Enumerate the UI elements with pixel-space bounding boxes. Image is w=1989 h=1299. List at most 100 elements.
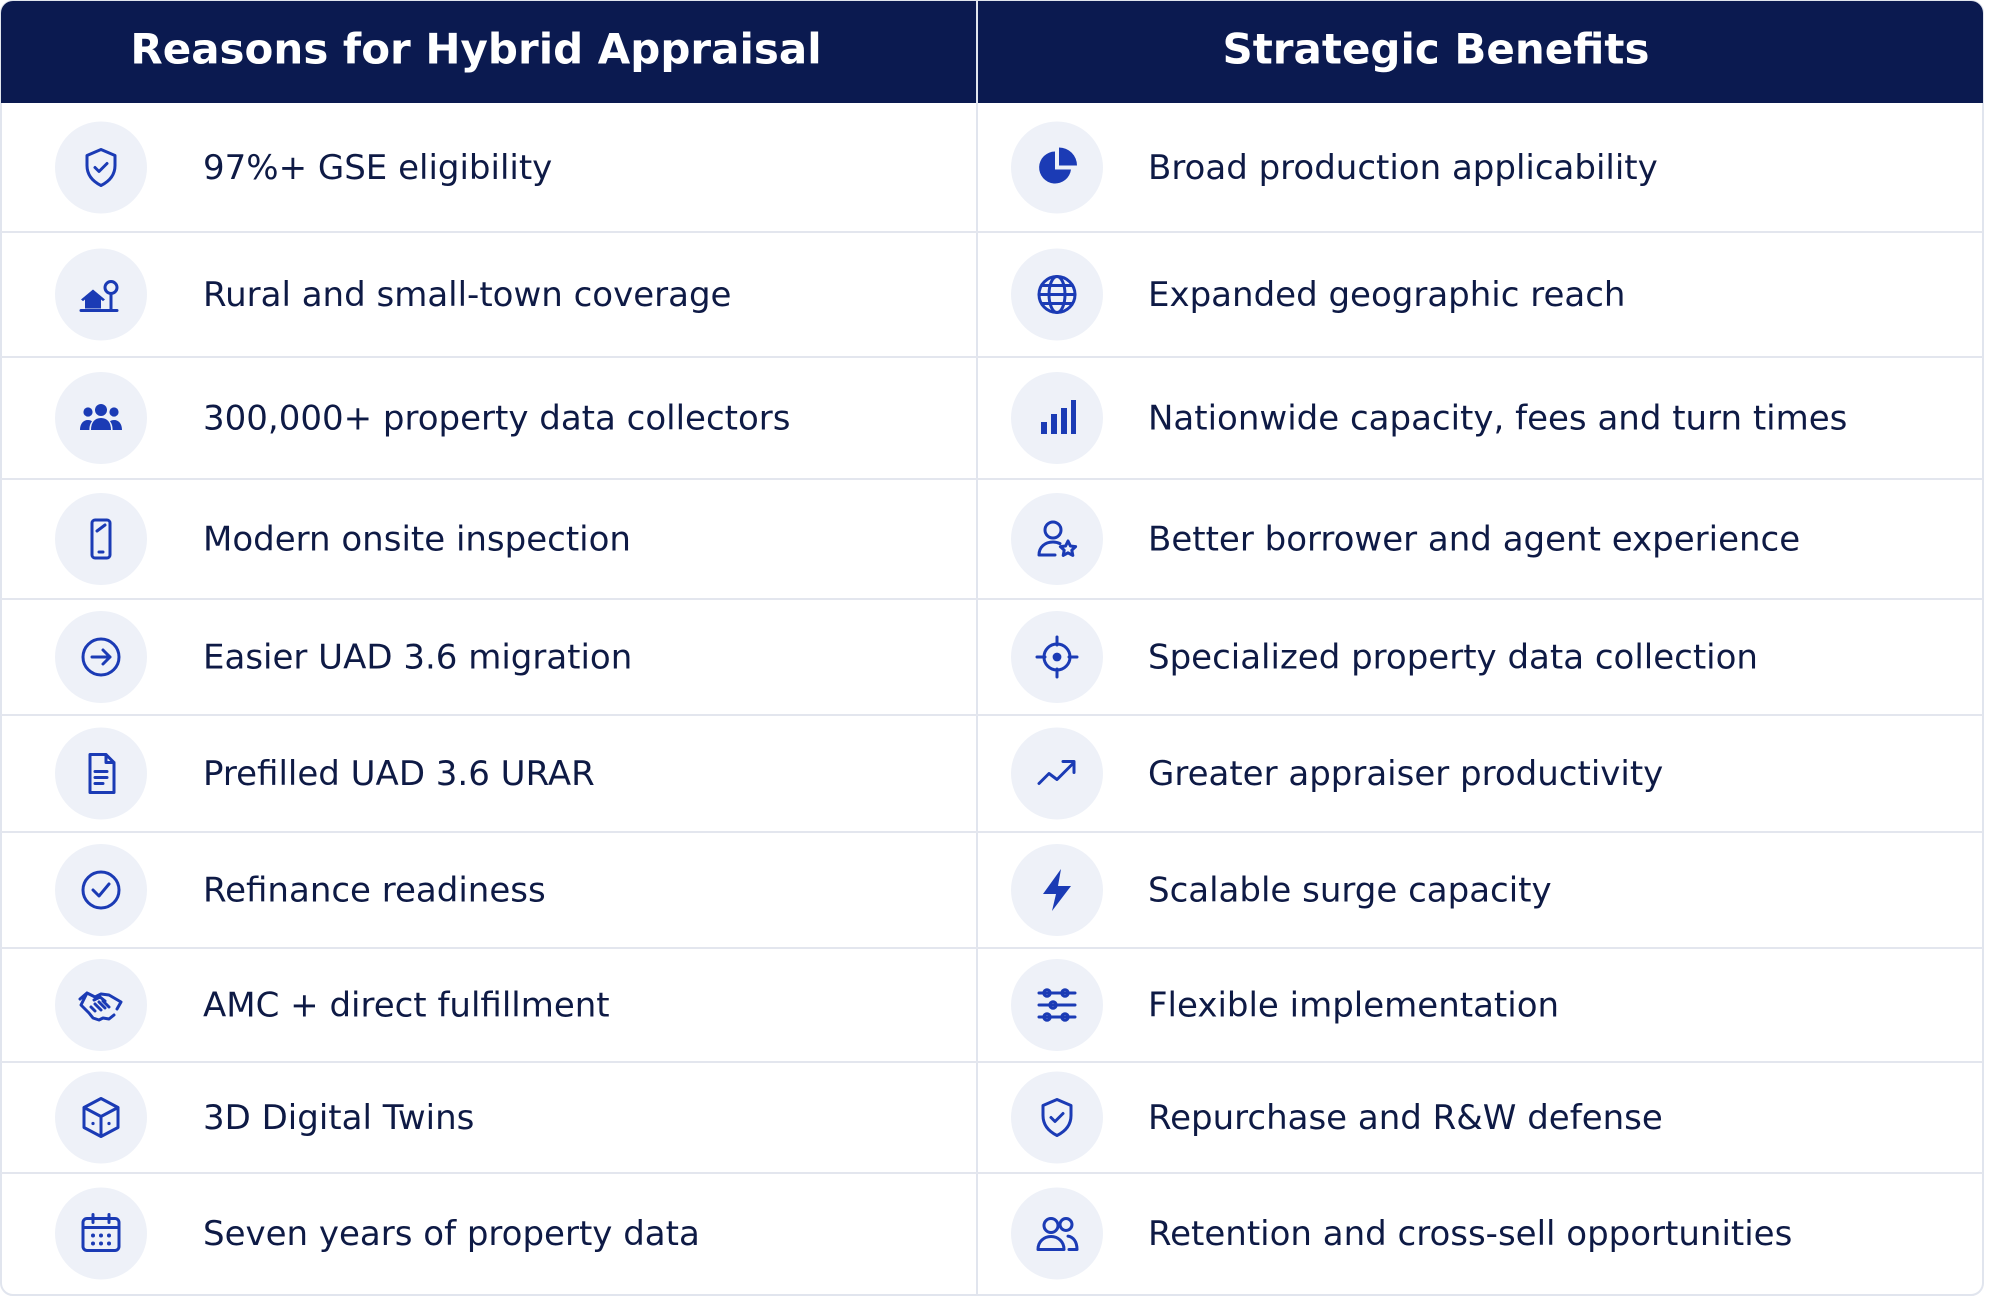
cell-text: Specialized property data collection — [1148, 638, 1758, 678]
icon-shape — [107, 1233, 111, 1238]
row-icon — [1037, 988, 1077, 1022]
icon-shape — [1041, 422, 1047, 434]
icon-shape — [1041, 1098, 1073, 1137]
cell-text: Flexible implementation — [1148, 986, 1559, 1026]
cell-text: Rural and small-town coverage — [203, 275, 731, 315]
cell-text: Nationwide capacity, fees and turn times — [1148, 399, 1847, 439]
icon-badge — [1011, 727, 1103, 820]
cell-text: Repurchase and R&W defense — [1148, 1098, 1663, 1138]
cell-text: Expanded geographic reach — [1148, 275, 1625, 315]
icon-shape — [1058, 539, 1078, 557]
icon-shape — [78, 991, 123, 1022]
cell-text: 300,000+ property data collectors — [203, 399, 790, 439]
icon-shape — [81, 637, 121, 677]
icon-shape — [1037, 540, 1062, 557]
table-header-bar — [1, 1, 1983, 103]
icon-shape — [1058, 1217, 1074, 1232]
row-icon — [79, 280, 119, 312]
icon-shape — [91, 418, 111, 430]
row-icon — [1037, 760, 1076, 785]
cell-text: Broad production applicability — [1148, 148, 1658, 188]
icon-shape — [93, 162, 109, 173]
row-icon — [1043, 869, 1071, 911]
icon-shape — [91, 1121, 95, 1126]
row-icon — [81, 1213, 121, 1252]
icon-shape — [85, 148, 117, 187]
icon-badge — [55, 493, 147, 585]
icon-shape — [1060, 988, 1070, 998]
icon-shape — [90, 648, 112, 666]
icon-shape — [1039, 151, 1071, 184]
icon-shape — [91, 1241, 95, 1246]
icon-shape — [82, 1097, 120, 1138]
cell-text: Greater appraiser productivity — [1148, 754, 1663, 794]
icon-shape — [90, 518, 112, 560]
cell-text: Prefilled UAD 3.6 URAR — [203, 754, 595, 794]
icon-shape — [1043, 869, 1071, 911]
icon-badge — [1011, 121, 1103, 214]
row-icon — [81, 637, 121, 677]
icon-shape — [107, 1241, 111, 1246]
row-icon — [1037, 275, 1077, 314]
icon-badge — [1011, 493, 1103, 585]
column-header: Strategic Benefits — [1222, 25, 1649, 74]
column-header: Reasons for Hybrid Appraisal — [130, 25, 821, 74]
row-icon — [85, 148, 117, 187]
icon-shape — [91, 1233, 95, 1238]
cell-text: Modern onsite inspection — [203, 520, 631, 560]
icon-shape — [80, 420, 92, 430]
icon-shape — [1037, 284, 1077, 305]
icon-shape — [1051, 414, 1057, 434]
cell-text: 3D Digital Twins — [203, 1098, 474, 1138]
row-icon — [88, 753, 116, 794]
icon-shape — [1042, 1012, 1052, 1022]
icon-shape — [99, 1233, 103, 1238]
row-icon — [1035, 635, 1079, 679]
cell-text: Scalable surge capacity — [1148, 871, 1552, 911]
icon-shape — [95, 404, 107, 416]
row-icon — [1037, 520, 1078, 557]
row-icon — [1039, 147, 1077, 184]
icon-shape — [81, 1213, 121, 1229]
icon-shape — [1049, 1112, 1065, 1123]
icon-shape — [1042, 1217, 1060, 1234]
icon-shape — [1060, 1012, 1070, 1022]
icon-shape — [1037, 760, 1076, 785]
row-icon — [80, 404, 122, 430]
icon-shape — [83, 407, 93, 417]
row-icon — [81, 870, 121, 910]
cell-text: 97%+ GSE eligibility — [203, 148, 552, 188]
row-icon — [1041, 400, 1076, 434]
icon-shape — [110, 420, 122, 430]
icon-shape — [1061, 408, 1067, 434]
cell-text: Retention and cross-sell opportunities — [1148, 1214, 1792, 1254]
icon-badge — [55, 844, 147, 936]
row-icon — [1036, 1217, 1079, 1251]
icon-shape — [91, 882, 111, 898]
cell-text: AMC + direct fulfillment — [203, 986, 610, 1026]
row-icon — [90, 518, 112, 560]
icon-shape — [1071, 400, 1076, 434]
icon-shape — [1043, 520, 1063, 540]
icon-shape — [81, 289, 105, 302]
icon-shape — [95, 523, 107, 554]
icon-shape — [107, 1121, 111, 1126]
cell-text: Refinance readiness — [203, 871, 546, 911]
icon-shape — [1052, 652, 1062, 662]
icon-shape — [99, 1241, 103, 1246]
cell-text: Seven years of property data — [203, 1214, 700, 1254]
icon-shape — [1036, 1235, 1066, 1251]
icon-shape — [1066, 1234, 1079, 1251]
row-icon — [1041, 1098, 1073, 1137]
icon-shape — [88, 753, 116, 794]
row-icon — [78, 991, 123, 1022]
icon-badge — [55, 248, 147, 341]
icon-shape — [79, 292, 119, 312]
icon-shape — [81, 870, 121, 910]
icon-shape — [1042, 988, 1052, 998]
icon-shape — [81, 1217, 121, 1252]
cell-text: Better borrower and agent experience — [1148, 520, 1800, 560]
icon-badge — [55, 727, 147, 820]
cell-text: Easier UAD 3.6 migration — [203, 638, 632, 678]
